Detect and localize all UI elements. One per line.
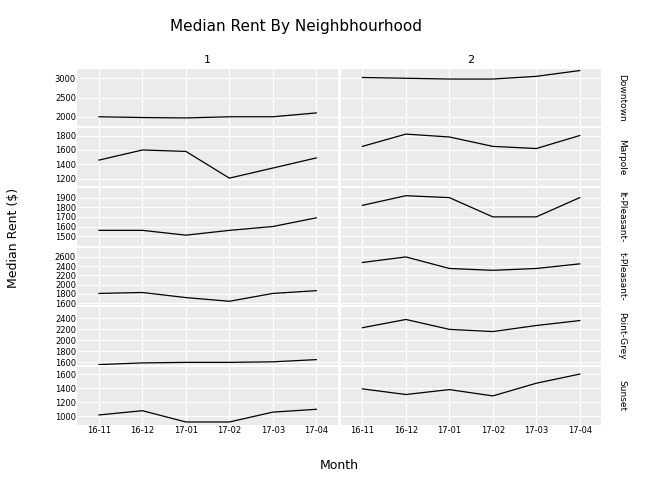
- Text: Median Rent ($): Median Rent ($): [7, 188, 20, 288]
- Text: Median Rent By Neighbhourhood: Median Rent By Neighbhourhood: [169, 19, 422, 34]
- Text: 1: 1: [204, 55, 211, 64]
- Text: t-Pleasant-: t-Pleasant-: [618, 252, 626, 301]
- Text: It-Pleasant-: It-Pleasant-: [618, 191, 626, 242]
- Text: Downtown: Downtown: [618, 73, 626, 121]
- Text: Marpole: Marpole: [618, 139, 626, 176]
- Text: 2: 2: [468, 55, 474, 64]
- Text: Sunset: Sunset: [618, 380, 626, 411]
- Text: Month: Month: [320, 459, 359, 472]
- Text: Point-Grey: Point-Grey: [618, 312, 626, 360]
